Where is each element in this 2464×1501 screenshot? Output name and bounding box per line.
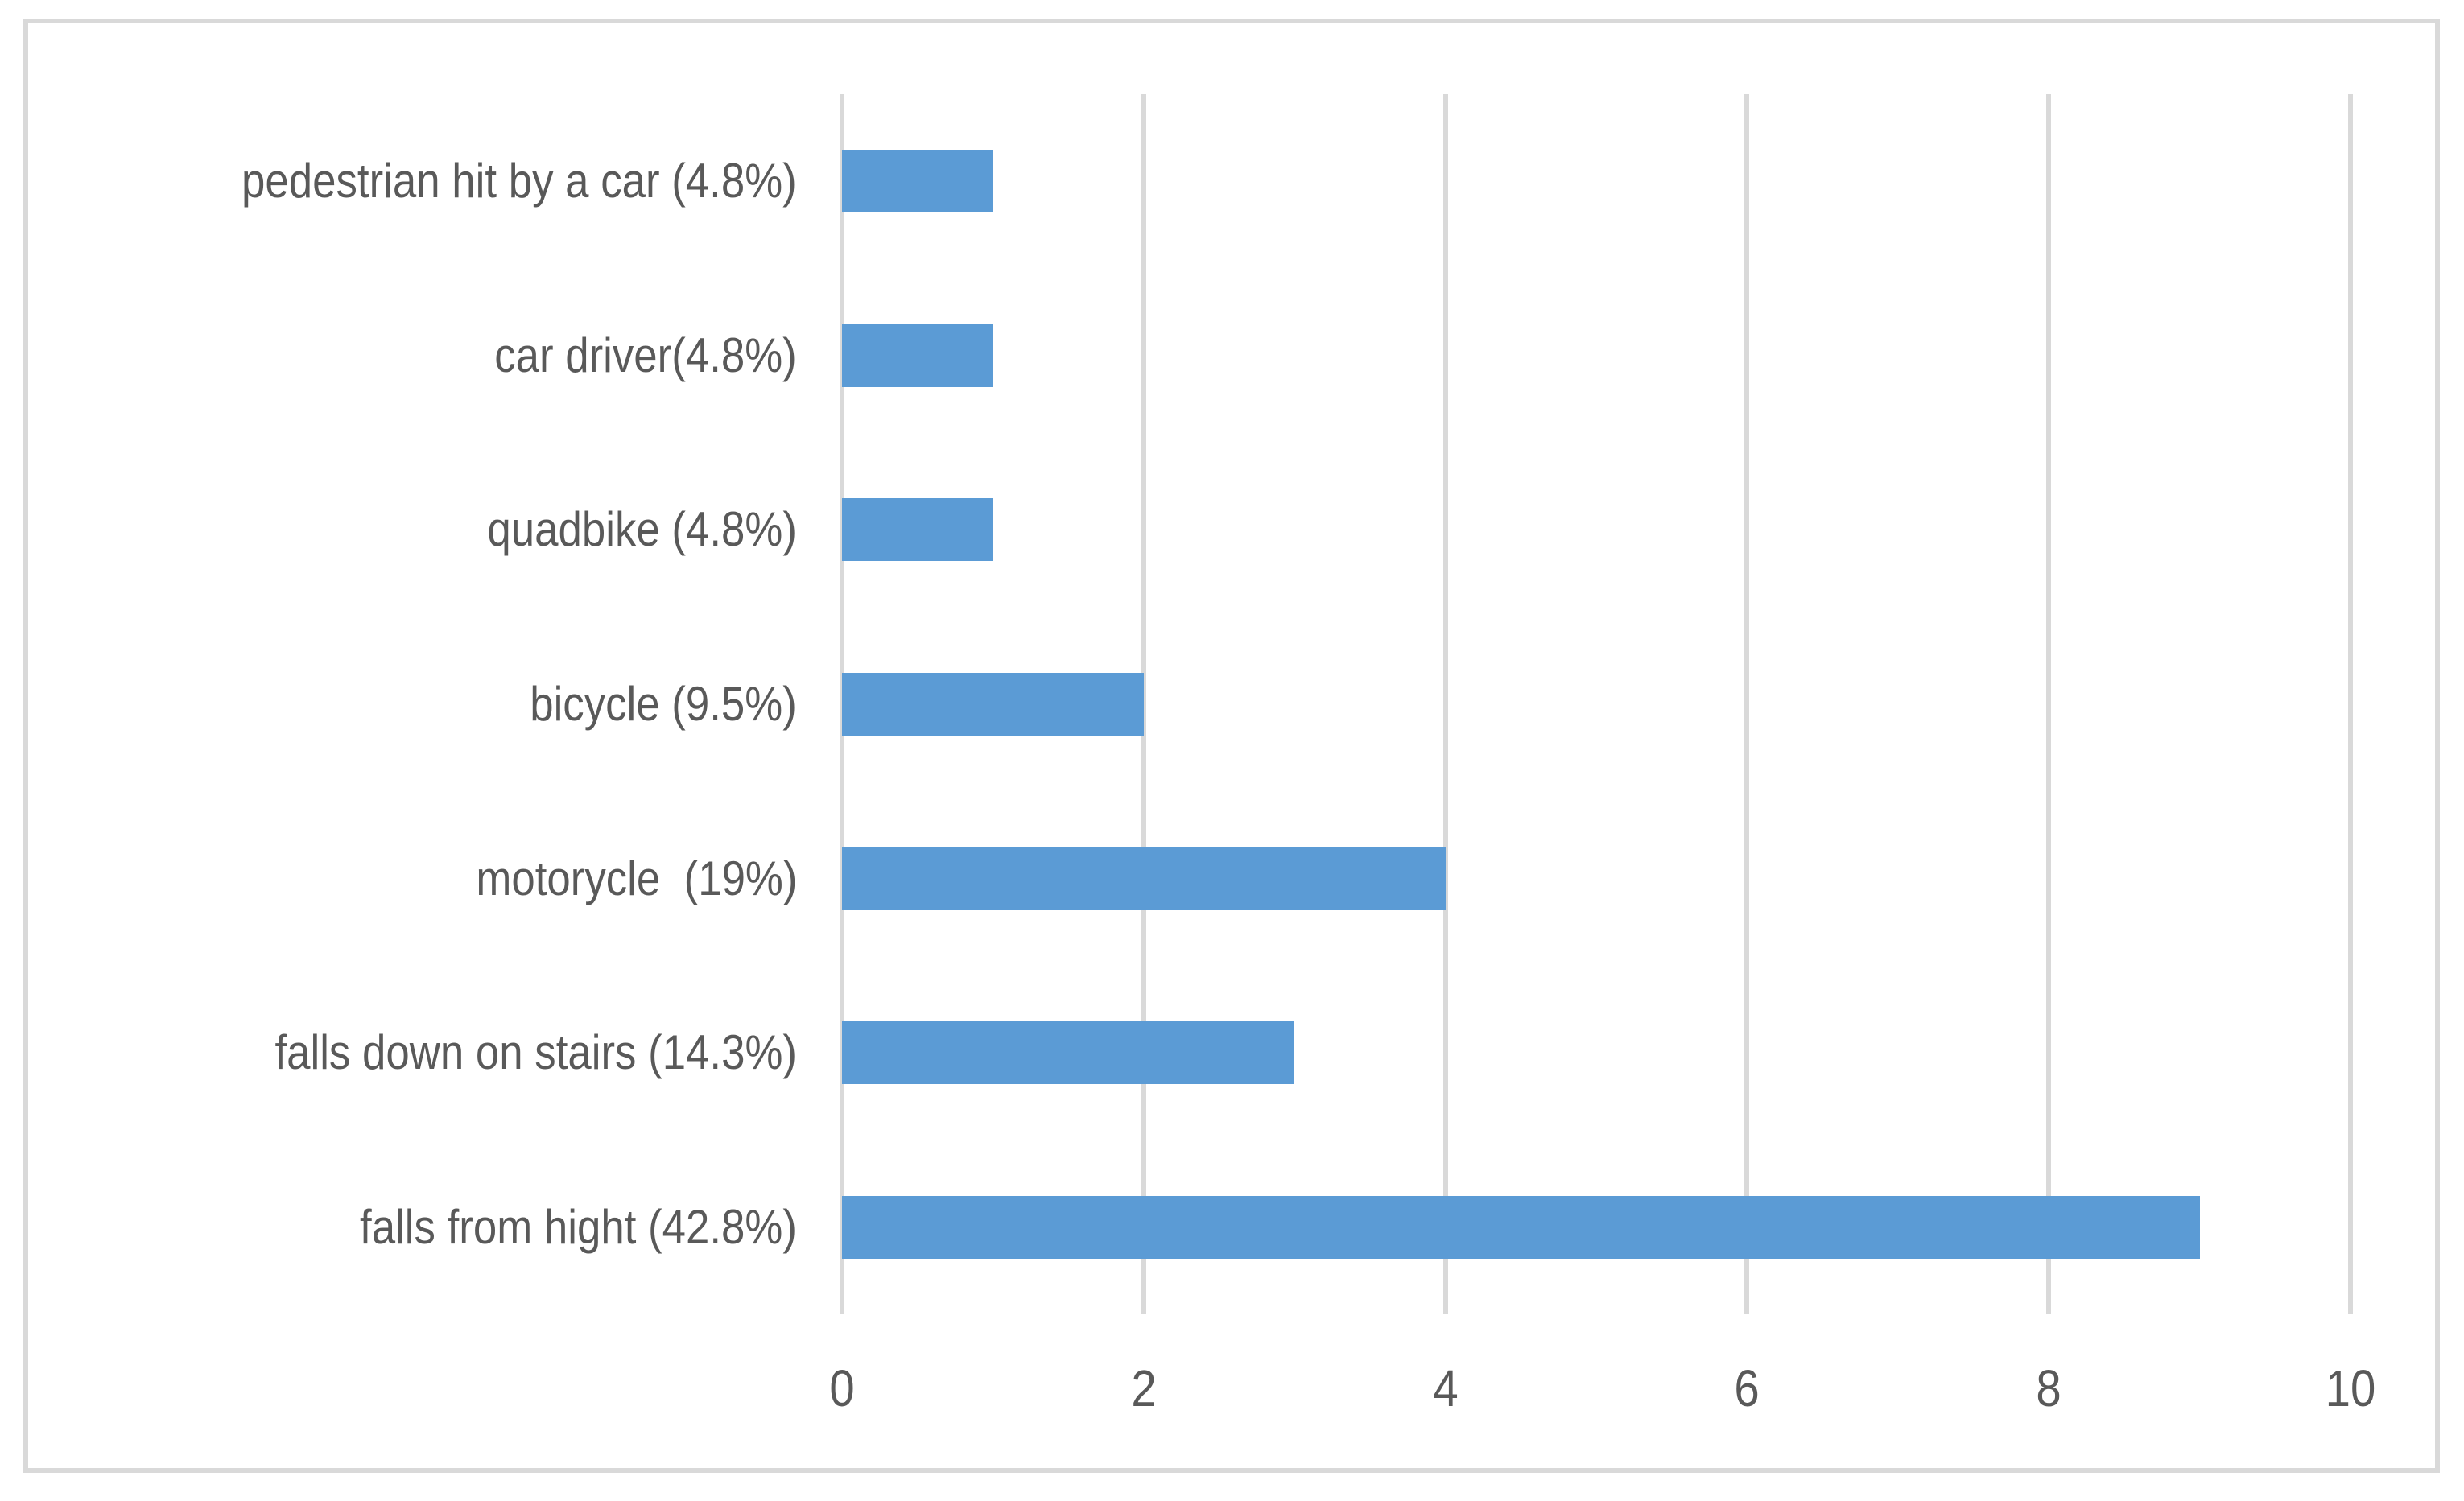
x-axis-tick-text: 6	[1734, 1359, 1760, 1417]
category-label: motorycle (19%)	[475, 851, 797, 905]
category-row-7: falls from hight (42.8%)	[24, 1140, 797, 1314]
gridline-x-8	[2046, 94, 2052, 1314]
category-axis: pedestrian hit by a car (4.8%) car driver…	[24, 94, 797, 1314]
category-label: car driver(4.8%)	[494, 328, 797, 382]
gridline-x-2	[1141, 94, 1146, 1314]
x-axis-tick-text: 0	[829, 1359, 855, 1417]
bar-6	[842, 1021, 1295, 1085]
bar-7	[842, 1195, 2200, 1259]
category-label: bicycle (9.5%)	[530, 676, 797, 731]
bar-1	[842, 150, 993, 213]
bar-5	[842, 847, 1446, 910]
category-row-3: quadbike (4.8%)	[24, 443, 797, 617]
category-label: falls down on stairs (14.3%)	[274, 1025, 797, 1080]
gridline-x-10	[2348, 94, 2353, 1314]
bar-2	[842, 324, 993, 387]
x-axis-tick-text: 2	[1131, 1359, 1157, 1417]
category-label: pedestrian hit by a car (4.8%)	[241, 154, 797, 208]
bar-4	[842, 673, 1144, 736]
x-axis-tick-label: 2	[1129, 1363, 1158, 1414]
x-axis-tick-label: 4	[1431, 1363, 1460, 1414]
x-axis: 0 2 4 6 8 10	[829, 1363, 2375, 1419]
category-row-5: motorycle (19%)	[24, 791, 797, 966]
x-axis-tick-label: 6	[1733, 1363, 1762, 1414]
category-row-6: falls down on stairs (14.3%)	[24, 966, 797, 1140]
x-axis-tick-label: 8	[2034, 1363, 2063, 1414]
x-axis-tick-text: 10	[2325, 1359, 2376, 1417]
category-label: falls from hight (42.8%)	[360, 1199, 797, 1254]
bar-3	[842, 498, 993, 562]
x-axis-tick-label: 0	[828, 1363, 856, 1414]
category-row-4: bicycle (9.5%)	[24, 617, 797, 792]
category-row-1: pedestrian hit by a car (4.8%)	[24, 94, 797, 269]
x-axis-tick-text: 8	[2036, 1359, 2062, 1417]
plot-area	[840, 94, 2353, 1314]
x-axis-tick-text: 4	[1432, 1359, 1459, 1417]
x-axis-tick-label: 10	[2322, 1363, 2379, 1414]
category-row-2: car driver(4.8%)	[24, 269, 797, 443]
category-label: quadbike (4.8%)	[487, 502, 797, 557]
gridline-x-4	[1442, 94, 1448, 1314]
gridline-x-6	[1744, 94, 1750, 1314]
